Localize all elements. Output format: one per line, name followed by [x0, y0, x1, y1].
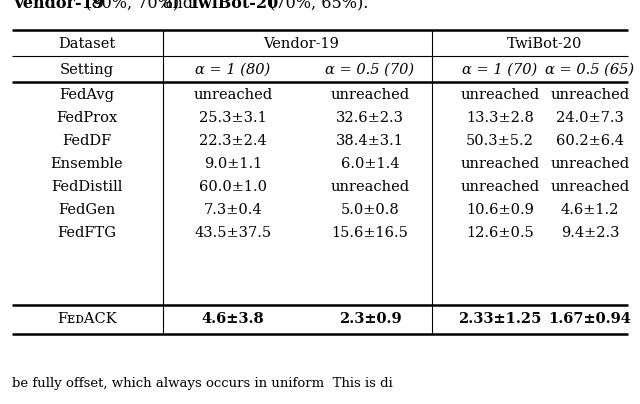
- Text: 9.4±2.3: 9.4±2.3: [561, 226, 620, 240]
- Text: 12.6±0.5: 12.6±0.5: [466, 226, 534, 240]
- Text: Vendor-19: Vendor-19: [12, 0, 104, 12]
- Text: unreached: unreached: [193, 88, 273, 102]
- Text: 7.3±0.4: 7.3±0.4: [204, 203, 262, 217]
- Text: α = 0.5 (70): α = 0.5 (70): [325, 63, 415, 77]
- Text: 22.3±2.4: 22.3±2.4: [199, 134, 267, 148]
- Text: be fully offset, which always occurs in uniform  This is di: be fully offset, which always occurs in …: [12, 377, 393, 390]
- Text: 60.2±6.4: 60.2±6.4: [556, 134, 624, 148]
- Text: α = 0.5 (65): α = 0.5 (65): [545, 63, 635, 77]
- Text: 4.6±1.2: 4.6±1.2: [561, 203, 619, 217]
- Text: FedDistill: FedDistill: [51, 180, 123, 194]
- Text: 60.0±1.0: 60.0±1.0: [199, 180, 267, 194]
- Text: Vendor-19: Vendor-19: [264, 37, 339, 51]
- Text: unreached: unreached: [330, 88, 410, 102]
- Text: FedAvg: FedAvg: [60, 88, 115, 102]
- Text: and: and: [163, 0, 198, 12]
- Text: 2.3±0.9: 2.3±0.9: [339, 312, 401, 326]
- Text: 50.3±5.2: 50.3±5.2: [466, 134, 534, 148]
- Text: α = 1 (80): α = 1 (80): [195, 63, 271, 77]
- Text: 15.6±16.5: 15.6±16.5: [332, 226, 408, 240]
- Text: FedProx: FedProx: [56, 111, 118, 125]
- Text: TwiBot-20: TwiBot-20: [508, 37, 582, 51]
- Text: unreached: unreached: [550, 88, 630, 102]
- Text: FedGen: FedGen: [58, 203, 116, 217]
- Text: 6.0±1.4: 6.0±1.4: [340, 157, 399, 171]
- Text: unreached: unreached: [550, 157, 630, 171]
- Text: 2.33±1.25: 2.33±1.25: [458, 312, 541, 326]
- Text: 5.0±0.8: 5.0±0.8: [340, 203, 399, 217]
- Text: 4.6±3.8: 4.6±3.8: [202, 312, 264, 326]
- Text: 1.67±0.94: 1.67±0.94: [548, 312, 632, 326]
- Text: 32.6±2.3: 32.6±2.3: [336, 111, 404, 125]
- Text: unreached: unreached: [460, 157, 540, 171]
- Text: 9.0±1.1: 9.0±1.1: [204, 157, 262, 171]
- Text: FedFTG: FedFTG: [58, 226, 116, 240]
- Text: 38.4±3.1: 38.4±3.1: [336, 134, 404, 148]
- Text: 24.0±7.3: 24.0±7.3: [556, 111, 624, 125]
- Text: FedDF: FedDF: [62, 134, 111, 148]
- Text: Ensemble: Ensemble: [51, 157, 124, 171]
- Text: 10.6±0.9: 10.6±0.9: [466, 203, 534, 217]
- Text: 25.3±3.1: 25.3±3.1: [199, 111, 267, 125]
- Text: Dataset: Dataset: [58, 37, 116, 51]
- Text: α = 1 (70): α = 1 (70): [462, 63, 538, 77]
- Text: (80%, 70%): (80%, 70%): [80, 0, 184, 12]
- Text: Setting: Setting: [60, 63, 114, 77]
- Text: unreached: unreached: [550, 180, 630, 194]
- Text: 43.5±37.5: 43.5±37.5: [195, 226, 271, 240]
- Text: 13.3±2.8: 13.3±2.8: [466, 111, 534, 125]
- Text: TwiBot-20: TwiBot-20: [189, 0, 279, 12]
- Text: unreached: unreached: [330, 180, 410, 194]
- Text: FᴇᴅACK: FᴇᴅACK: [57, 312, 117, 326]
- Text: unreached: unreached: [460, 88, 540, 102]
- Text: (70%, 65%).: (70%, 65%).: [264, 0, 369, 12]
- Text: unreached: unreached: [460, 180, 540, 194]
